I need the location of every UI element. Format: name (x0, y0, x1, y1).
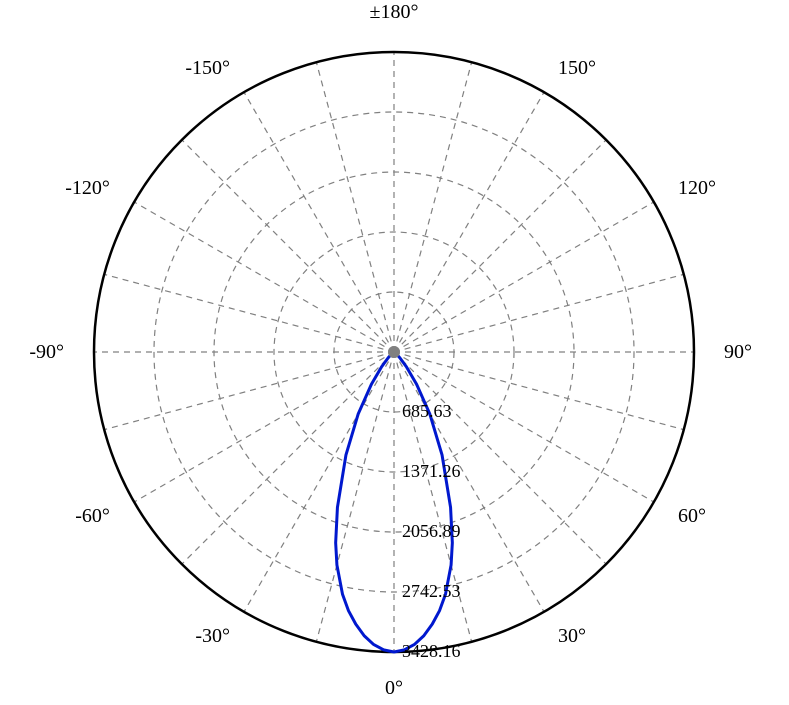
angle-label: -120° (65, 177, 110, 199)
grid-radial (104, 352, 394, 430)
ring-label: 3428.16 (402, 641, 461, 661)
ring-label: 685.63 (402, 401, 452, 421)
grid-radial (134, 202, 394, 352)
angle-label: -90° (29, 341, 64, 363)
grid-radial (244, 352, 394, 612)
grid-radial (394, 202, 654, 352)
ring-label: 1371.26 (402, 461, 461, 481)
angle-label: 0° (385, 677, 403, 699)
angle-label: -60° (75, 505, 110, 527)
center-dot (388, 346, 400, 358)
angle-label: ±180° (370, 1, 419, 23)
polar-chart: 685.63 1371.26 2056.89 2742.53 3428.16 0° 30° 6… (0, 0, 789, 705)
ring-label: 2742.53 (402, 581, 461, 601)
angle-label: -150° (185, 57, 230, 79)
angle-label: -30° (195, 625, 230, 647)
grid-radial (104, 274, 394, 352)
angle-label: 120° (678, 177, 716, 199)
grid-radial (394, 62, 472, 352)
ring-label: 2056.89 (402, 521, 461, 541)
grid-radial (182, 352, 394, 564)
grid-radial (244, 92, 394, 352)
grid-radial (394, 274, 684, 352)
grid-radial (394, 140, 606, 352)
angle-label: 90° (724, 341, 752, 363)
grid-radial (316, 352, 394, 642)
angle-label: 60° (678, 505, 706, 527)
grid-radial (182, 140, 394, 352)
angle-label: 30° (558, 625, 586, 647)
grid-radial (394, 92, 544, 352)
grid-radial (394, 352, 544, 612)
angle-label: 150° (558, 57, 596, 79)
grid-radial (316, 62, 394, 352)
